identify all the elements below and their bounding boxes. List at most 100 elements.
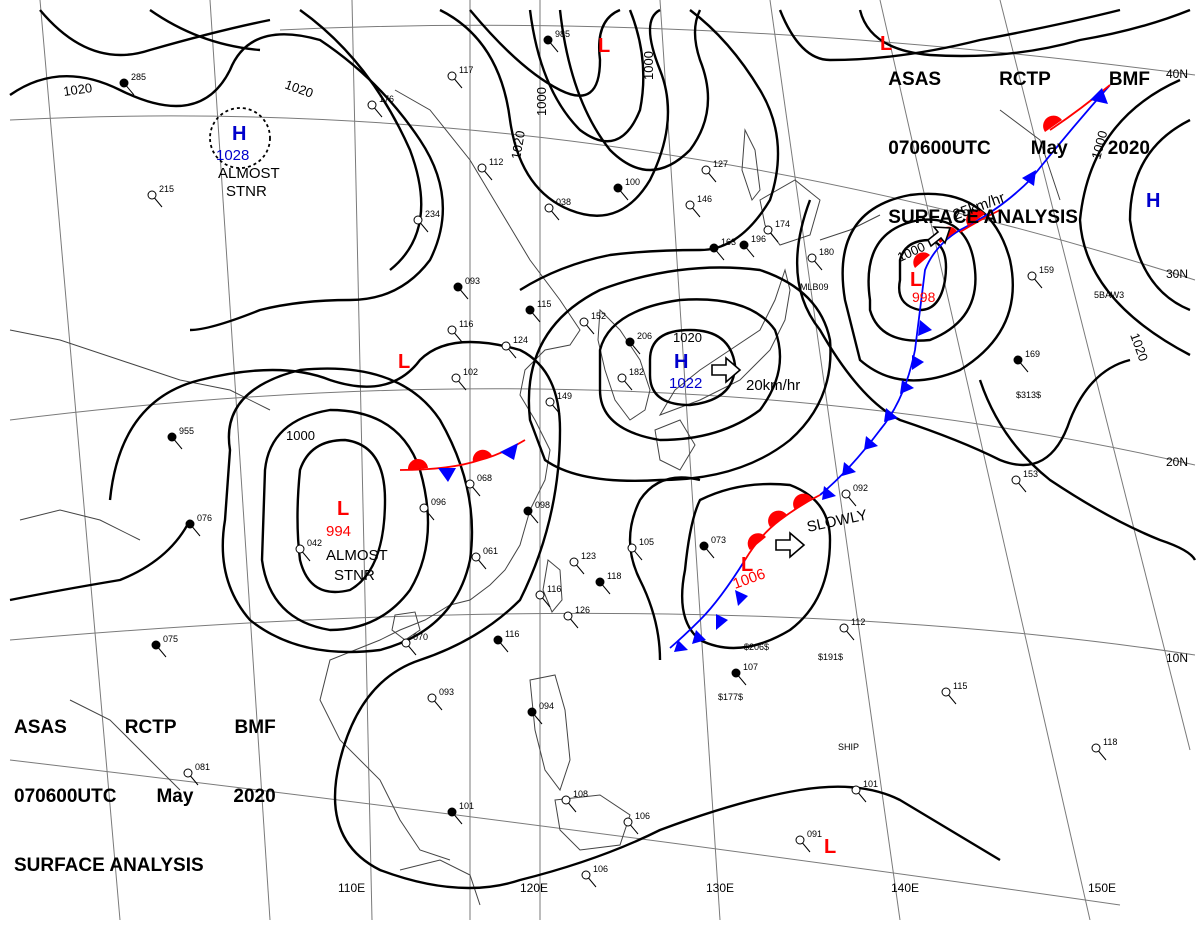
station-plot: 115 xyxy=(525,299,551,323)
cold-front-triangle xyxy=(674,640,688,652)
warm-front-semicircle xyxy=(1043,115,1062,132)
station-pressure-value: 115 xyxy=(537,299,551,309)
cloud-cover-icon xyxy=(544,203,554,213)
station-plot: 038 xyxy=(544,197,571,221)
station-plot: 196 xyxy=(739,234,766,258)
station-pressure-value: 101 xyxy=(459,801,474,811)
station-plot: 169 xyxy=(1013,349,1040,373)
low-center-label: L xyxy=(824,836,836,858)
cloud-cover-icon xyxy=(295,544,305,554)
station-plot: 152 xyxy=(579,311,606,335)
cloud-cover-icon xyxy=(563,611,573,621)
warm-front-line xyxy=(1049,84,1111,131)
station-pressure-value: 180 xyxy=(819,247,834,257)
station-plot: 098 xyxy=(523,500,550,524)
cloud-cover-icon xyxy=(581,870,591,880)
header-bottom-left: ASAS RCTP BMF 070600UTC May 2020 SURFACE ANA… xyxy=(14,670,276,900)
station-plot: 094 xyxy=(527,701,554,725)
isobar xyxy=(681,482,832,650)
header-datetime: 070600UTC xyxy=(14,786,117,807)
meridian-line xyxy=(209,0,271,921)
cloud-cover-icon xyxy=(413,215,423,225)
isobar-label: 1000 xyxy=(286,428,315,443)
cold-front-triangle xyxy=(716,614,728,630)
cloud-cover-icon xyxy=(739,240,749,250)
system-status-note: ALMOST xyxy=(326,547,388,564)
low-center-label: L xyxy=(880,33,892,55)
station-pressure-value: 042 xyxy=(307,538,322,548)
station-pressure-value: 174 xyxy=(775,219,790,229)
cloud-cover-icon xyxy=(419,503,429,513)
station-plot: 073 xyxy=(699,535,726,559)
cloud-cover-icon xyxy=(709,243,719,253)
graticule xyxy=(9,0,1196,921)
header-top-right: ASAS RCTP BMF 070600UTC May 2020 SURFACE ANA… xyxy=(888,22,1150,252)
header-station: RCTP xyxy=(124,717,177,738)
high-dashed-circle xyxy=(209,107,271,169)
japan-kyushu xyxy=(654,419,696,471)
station-pressure-value: 159 xyxy=(1039,265,1054,275)
isobar xyxy=(528,9,645,143)
station-plot: 124 xyxy=(501,335,528,359)
inland-boundary xyxy=(9,329,271,411)
station-pressure-value: 068 xyxy=(477,473,492,483)
station-pressure-value: 098 xyxy=(535,500,550,510)
parallel-line xyxy=(9,388,1196,466)
cloud-cover-icon xyxy=(543,35,553,45)
station-pressure-value: 108 xyxy=(573,789,588,799)
station-pressure-value: 116 xyxy=(505,629,519,639)
cloud-cover-icon xyxy=(471,552,481,562)
station-plot: 163 xyxy=(709,237,736,261)
longitude-label: 140E xyxy=(891,881,919,895)
cloud-cover-icon xyxy=(1013,355,1023,365)
header-agency: ASAS xyxy=(888,69,942,90)
latitude-label: 10N xyxy=(1166,651,1188,665)
station-pressure-value: 182 xyxy=(629,367,644,377)
cloud-cover-icon xyxy=(625,337,635,347)
cold-front-triangle xyxy=(900,380,914,394)
cloud-cover-icon xyxy=(561,795,571,805)
cold-front-triangle xyxy=(918,320,932,336)
station-pressure-value: 127 xyxy=(713,159,728,169)
cloud-cover-icon xyxy=(627,543,637,553)
station-plot: 092 xyxy=(841,483,868,507)
cold-front-triangle xyxy=(884,408,898,422)
station-pressure-value: 196 xyxy=(751,234,766,244)
station-pressure-value: 124 xyxy=(513,335,528,345)
isobar-label: 1020 xyxy=(283,77,315,101)
station-pressure-value: 146 xyxy=(697,194,712,204)
isobar xyxy=(558,9,710,172)
cold-front-triangle xyxy=(822,486,836,500)
station-pressure-value: 126 xyxy=(575,605,590,615)
header-datetime: 070600UTC xyxy=(888,138,991,159)
isobar xyxy=(778,8,1121,62)
hainan xyxy=(391,611,421,641)
station-plot: 118 xyxy=(1091,737,1117,761)
cloud-cover-icon xyxy=(617,373,627,383)
cloud-cover-icon xyxy=(367,100,377,110)
cloud-cover-icon xyxy=(427,693,437,703)
system-status-note: STNR xyxy=(226,183,267,200)
isobar xyxy=(598,298,782,442)
cloud-cover-icon xyxy=(795,835,805,845)
isobar-label: 1020 xyxy=(1127,331,1151,363)
luzon xyxy=(529,674,571,792)
station-plot: 146 xyxy=(685,194,712,218)
station-pressure-value: 215 xyxy=(159,184,174,194)
station-pressure-value: 105 xyxy=(639,537,654,547)
station-pressure-value: 112 xyxy=(851,617,865,627)
warm-front-semicircle xyxy=(407,458,428,470)
isobar xyxy=(260,408,430,632)
cloud-cover-icon xyxy=(595,577,605,587)
station-pressure-value: 955 xyxy=(179,426,194,436)
meridian-line xyxy=(659,0,721,921)
motion-arrow-icon xyxy=(711,356,742,384)
indochina xyxy=(319,639,451,861)
parallel-line xyxy=(9,612,1196,656)
station-pressure-value: 115 xyxy=(953,681,967,691)
isobar-label: 1020 xyxy=(62,80,93,99)
cold-front-triangle xyxy=(692,630,706,644)
visayas-mindanao xyxy=(554,794,631,851)
cloud-cover-icon xyxy=(119,78,129,88)
